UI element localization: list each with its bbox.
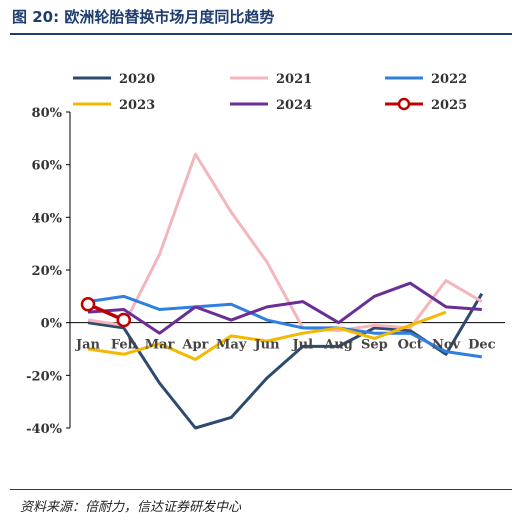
legend-label-2024: 2024 [276,98,312,113]
legend: 2020 2021 2022 2023 2024 2025 [73,72,467,113]
y-tick-label: -20% [26,369,62,384]
y-tick-label: 40% [32,211,63,226]
x-tick-labels: Jan Feb Mar Apr May Jun Jul Aug Sep Oct Nov Dec [75,338,496,353]
x-tick-label: Apr [181,338,208,353]
y-tick-label: 0% [41,317,63,332]
source-note: 资料来源：倍耐力，信达证券研发中心 [20,500,242,515]
series-line-2022 [87,294,483,359]
x-tick-label: Dec [468,338,496,353]
y-tick-label: 60% [32,159,63,174]
x-tick-label: Oct [398,338,423,353]
x-tick-label: Sep [361,338,388,353]
legend-label-2025: 2025 [431,98,467,113]
x-tick-label: Mar [145,338,175,353]
series-point-2025 [116,312,132,328]
x-tick-label: Jul [292,338,314,353]
x-tick-label: Aug [323,338,353,353]
series-line-2023 [87,310,447,362]
series-line-2020 [87,292,484,430]
series-point-2025 [80,296,96,312]
series-line-2024 [87,281,482,335]
legend-marker-2025 [397,97,411,111]
y-tick-labels: 80% 60% 40% 20% 0% -20% -40% [26,106,62,437]
figure-title: 图 20: 欧洲轮胎替换市场月度同比趋势 [12,8,275,26]
series-lines [80,152,484,430]
x-tick-label: Jun [253,338,280,353]
x-tick-label: May [216,338,247,353]
title-divider [10,33,512,35]
x-tick-label: Nov [432,338,461,353]
x-tick-label: Feb [111,338,137,353]
source-divider [10,489,512,490]
legend-label-2021: 2021 [276,72,312,87]
legend-label-2022: 2022 [431,72,467,87]
legend-label-2020: 2020 [119,72,155,87]
axes [66,111,505,429]
y-tick-label: -40% [26,422,62,437]
legend-label-2023: 2023 [119,98,155,113]
y-tick-label: 80% [32,106,63,121]
series-line-2021 [87,152,483,333]
y-tick-label: 20% [32,264,63,279]
x-tick-label: Jan [75,338,101,353]
